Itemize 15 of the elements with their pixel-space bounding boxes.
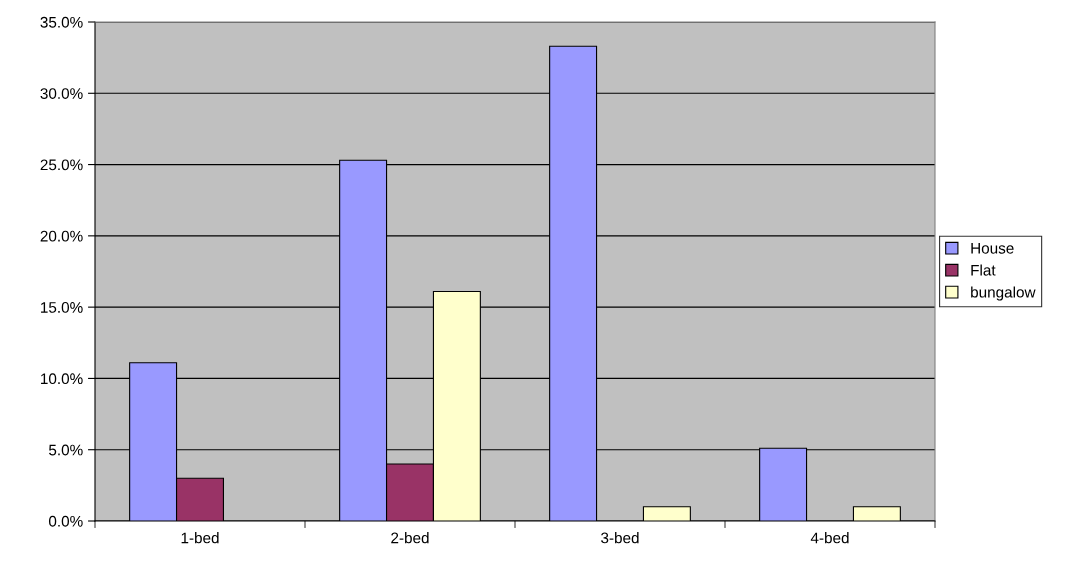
y-tick-label: 0.0%	[48, 515, 83, 527]
y-tick-label: 15.0%	[41, 302, 83, 313]
y-tick-label: 10.0%	[41, 373, 83, 385]
legend-label: bungalow	[971, 286, 1036, 301]
x-tick-label: 3-bed	[601, 532, 639, 544]
legend-label: Flat	[971, 264, 996, 276]
x-tick-label: 4-bed	[810, 532, 849, 544]
legend-label: House	[971, 243, 1014, 254]
y-tick-label: 30.0%	[40, 88, 83, 99]
x-tick-label: 1-bed	[181, 532, 219, 544]
y-tick-label: 5.0%	[48, 444, 83, 456]
y-tick-label: 20.0%	[40, 230, 83, 242]
x-tick-label: 2-bed	[391, 532, 429, 544]
y-tick-label: 25.0%	[40, 159, 83, 171]
y-tick-label: 35.0%	[40, 16, 83, 28]
